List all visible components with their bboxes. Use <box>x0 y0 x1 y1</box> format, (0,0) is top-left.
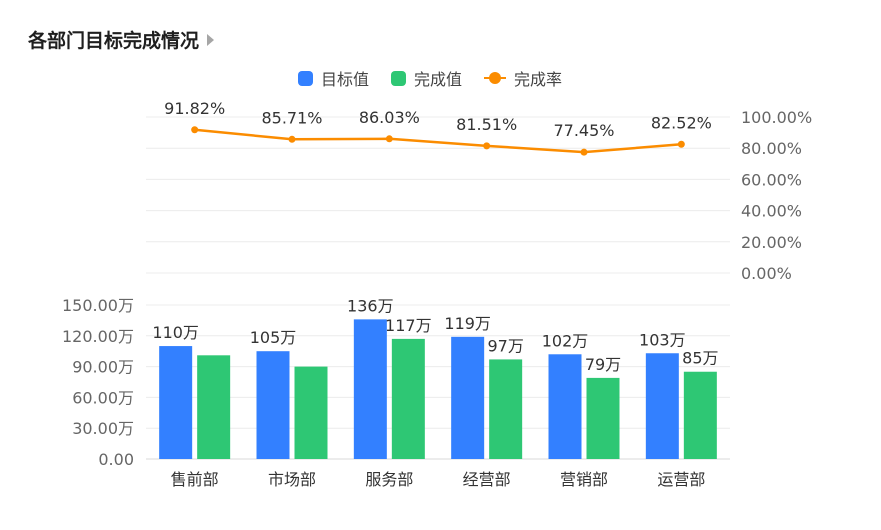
rate-point <box>288 135 296 143</box>
category-label: 市场部 <box>268 470 316 489</box>
line-axis-tick-label: 20.00% <box>741 233 802 252</box>
bar-target-label: 103万 <box>639 330 686 349</box>
bar-axis-tick-label: 90.00万 <box>72 358 134 377</box>
legend-item-target[interactable]: 目标值 <box>298 66 369 90</box>
line-axis-tick-label: 60.00% <box>741 170 802 189</box>
bar-completed-label: 85万 <box>682 349 718 368</box>
bar-completed <box>391 338 425 459</box>
line-axis-tick-label: 100.00% <box>741 108 812 127</box>
rate-label: 85.71% <box>261 108 322 127</box>
rate-point <box>580 148 588 156</box>
category-label: 售前部 <box>171 470 219 489</box>
bar-completed <box>197 355 231 459</box>
line-axis-tick-label: 0.00% <box>741 264 792 283</box>
chart-legend: 目标值 完成值 完成率 <box>298 66 562 90</box>
bar-axis-tick-label: 120.00万 <box>62 327 134 346</box>
bar-axis-tick-label: 30.00万 <box>72 419 134 438</box>
legend-label-rate: 完成率 <box>514 70 563 89</box>
line-axis-tick-label: 80.00% <box>741 139 802 158</box>
chart-header: 各部门目标完成情况 <box>28 26 215 53</box>
rate-label: 82.52% <box>651 113 712 132</box>
bar-completed-label: 117万 <box>385 316 432 335</box>
rate-label: 91.82% <box>164 99 225 118</box>
rate-label: 77.45% <box>553 121 614 140</box>
category-label: 运营部 <box>657 470 705 489</box>
line-axis-tick-label: 40.00% <box>741 202 802 221</box>
bar-axis-tick-label: 60.00万 <box>72 388 134 407</box>
bar-axis-tick-label: 150.00万 <box>62 296 134 315</box>
legend-marker-rate <box>484 71 507 85</box>
legend-item-completed[interactable]: 完成值 <box>391 66 462 90</box>
bar-target <box>159 346 193 459</box>
category-label: 经营部 <box>463 470 511 489</box>
grid-lines <box>146 116 730 460</box>
legend-item-rate[interactable]: 完成率 <box>484 66 562 90</box>
category-label: 营销部 <box>560 470 608 489</box>
bar-target-label: 105万 <box>250 328 297 347</box>
line-series <box>191 126 685 156</box>
rate-point <box>191 126 199 134</box>
bars <box>159 319 717 459</box>
line-axis-labels: 0.00% 20.00% 40.00% 60.00% 80.00% 100.00% <box>741 108 812 283</box>
bar-target <box>451 336 485 459</box>
bar-target-label: 119万 <box>444 314 491 333</box>
legend-label-target: 目标值 <box>321 70 370 89</box>
caret-right-icon[interactable] <box>207 34 215 46</box>
bar-target <box>548 354 582 459</box>
legend-label-completed: 完成值 <box>414 70 463 89</box>
rate-point <box>677 140 685 148</box>
bar-target <box>353 319 387 459</box>
rate-label: 86.03% <box>359 108 420 127</box>
bar-target-label: 110万 <box>152 323 199 342</box>
legend-swatch-target <box>298 70 313 86</box>
bar-completed <box>683 371 717 459</box>
category-labels: 售前部 市场部 服务部 经营部 营销部 运营部 <box>171 470 706 489</box>
rate-line <box>194 128 682 154</box>
bar-target <box>645 353 679 459</box>
bar-target-label: 136万 <box>347 296 394 315</box>
bar-completed-label: 97万 <box>487 336 523 355</box>
bar-target-label: 102万 <box>542 331 589 350</box>
bar-completed <box>489 359 523 459</box>
bar-completed <box>294 366 328 459</box>
bar-completed <box>586 377 620 459</box>
page-title: 各部门目标完成情况 <box>28 30 200 52</box>
line-labels: 91.82% 85.71% 86.03% 81.51% 77.45% 82.52% <box>164 99 712 140</box>
rate-point <box>483 142 491 150</box>
category-label: 服务部 <box>365 470 413 489</box>
bar-target <box>256 351 290 459</box>
bar-completed-label: 79万 <box>585 355 621 374</box>
legend-swatch-completed <box>391 70 407 86</box>
bar-axis-tick-label: 0.00 <box>98 450 134 469</box>
bar-axis-labels: 0.00 30.00万 60.00万 90.00万 120.00万 150.00万 <box>62 296 134 469</box>
rate-point <box>385 135 393 143</box>
rate-label: 81.51% <box>456 115 517 134</box>
